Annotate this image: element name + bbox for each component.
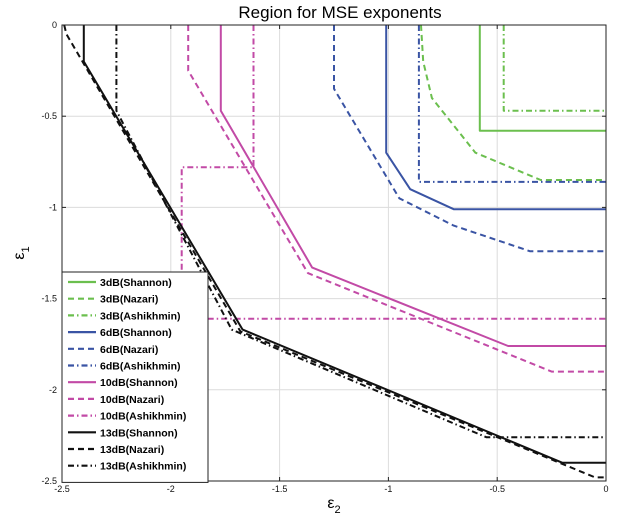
- series-line-10db-shannon: [219, 25, 606, 347]
- series-line-13db-ashikhmin: [115, 25, 606, 439]
- legend-entry: 13dB(Nazari): [100, 444, 164, 456]
- series-line-6db-nazari: [333, 25, 606, 253]
- series-line-6db-ashikhmin: [417, 25, 606, 183]
- legend-entry: 6dB(Ashikhmin): [100, 361, 181, 373]
- y-tick-label: 0: [52, 20, 57, 30]
- y-tick-label: -2: [49, 385, 57, 395]
- legend-entry: 6dB(Nazari): [100, 344, 158, 356]
- x-axis-label-main: ε: [327, 495, 334, 512]
- legend-entry: 13dB(Shannon): [100, 427, 178, 439]
- x-tick-label: -2.5: [54, 484, 70, 494]
- y-tick-label: -1.5: [41, 294, 57, 304]
- series-line-10db-nazari: [187, 25, 606, 373]
- legend-entry: 3dB(Shannon): [100, 277, 172, 289]
- legend-entry: 10dB(Nazari): [100, 394, 164, 406]
- legend-entry: 3dB(Nazari): [100, 294, 158, 306]
- legend-entry: 3dB(Ashikhmin): [100, 310, 181, 322]
- y-axis-label: ε1: [11, 246, 32, 259]
- legend-entry: 10dB(Shannon): [100, 377, 178, 389]
- x-tick-label: 0: [603, 484, 608, 494]
- y-tick-label: -1: [49, 202, 57, 212]
- x-axis-label: ε2: [327, 495, 340, 516]
- x-tick-label: -2: [167, 484, 175, 494]
- series-line-3db-shannon: [478, 25, 606, 132]
- y-tick-label: -2.5: [41, 476, 57, 486]
- series-line-3db-nazari: [420, 24, 606, 181]
- y-axis-label-sub: 1: [20, 246, 32, 252]
- series-line-10db-ashikhmin: [180, 25, 606, 320]
- x-tick-label: -1: [384, 484, 392, 494]
- x-tick-label: -0.5: [489, 484, 505, 494]
- legend: 3dB(Shannon) 3dB(Nazari) 3dB(Ashikhmin) 6dB…: [61, 271, 209, 483]
- series-layer: [63, 24, 606, 479]
- x-tick-label: -1.5: [272, 484, 288, 494]
- x-axis-label-sub: 2: [335, 504, 341, 516]
- plot-frame: [61, 24, 607, 482]
- series-line-6db-shannon: [385, 25, 606, 211]
- y-tick-label: -0.5: [41, 111, 57, 121]
- y-axis-label-main: ε: [11, 252, 28, 259]
- series-line-13db-shannon: [82, 25, 606, 464]
- series-line-13db-nazari: [63, 24, 606, 479]
- legend-entry: 10dB(Ashikhmin): [100, 411, 186, 423]
- legend-box: [61, 271, 209, 483]
- legend-entry: 13dB(Ashikhmin): [100, 461, 186, 473]
- chart-title: Region for MSE exponents: [238, 3, 441, 22]
- legend-entry: 6dB(Shannon): [100, 327, 172, 339]
- series-line-3db-ashikhmin: [502, 25, 606, 112]
